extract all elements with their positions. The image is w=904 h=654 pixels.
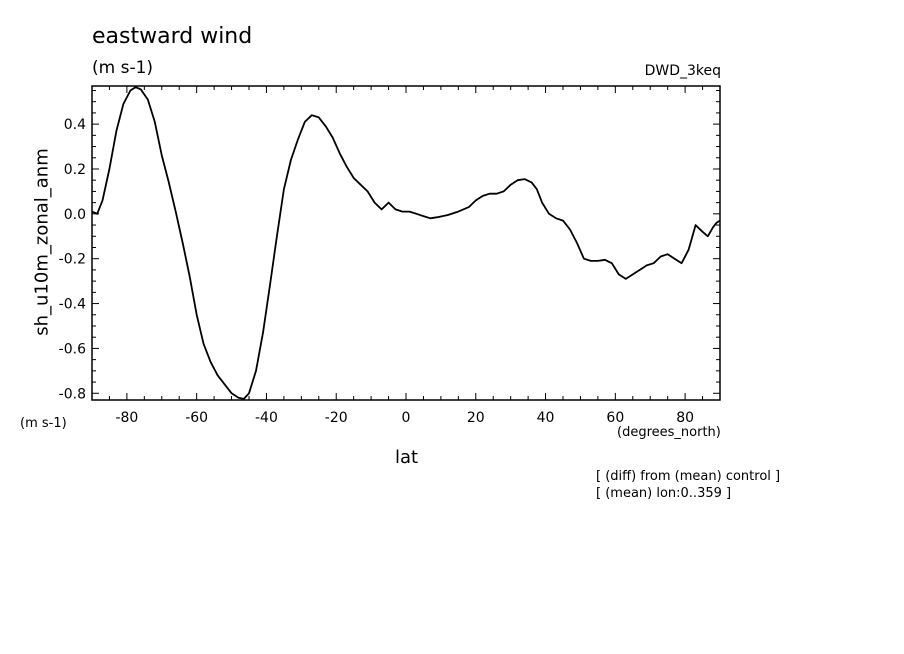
y-tick-label: 0.2 <box>64 162 86 178</box>
x-axis-units: (degrees_north) <box>617 425 721 440</box>
x-tick-label: 40 <box>537 410 555 426</box>
chart-title: eastward wind <box>92 24 253 49</box>
y-tick-label: 0.4 <box>64 117 86 133</box>
y-tick-label: -0.8 <box>59 386 86 402</box>
model-label: DWD_3keq <box>644 63 721 79</box>
series-line <box>91 86 721 400</box>
plot-frame <box>91 85 721 401</box>
axes <box>91 85 721 401</box>
y-tick-label: 0.0 <box>64 207 86 223</box>
x-axis-label: lat <box>395 447 419 468</box>
x-tick-label: -80 <box>115 410 138 426</box>
note-diff: [ (diff) from (mean) control ] <box>596 469 781 484</box>
chart-units: (m s-1) <box>92 58 154 78</box>
series-group <box>91 86 721 400</box>
x-tick-label: 60 <box>606 410 624 426</box>
x-tick-label: 80 <box>676 410 694 426</box>
x-ticks: -80 -60 -40 -20 0 20 40 60 80 <box>91 86 721 426</box>
y-ticks: -0.8 -0.6 -0.4 -0.2 0.0 0.2 0.4 <box>59 89 720 402</box>
x-tick-label: -40 <box>255 410 278 426</box>
note-mean: [ (mean) lon:0..359 ] <box>596 486 732 501</box>
x-tick-label: 0 <box>402 410 411 426</box>
y-axis-units: (m s-1) <box>20 416 67 431</box>
x-tick-label: 20 <box>467 410 485 426</box>
y-tick-label: -0.2 <box>59 252 86 268</box>
y-tick-label: -0.4 <box>59 297 86 313</box>
x-tick-label: -20 <box>325 410 348 426</box>
x-tick-label: -60 <box>185 410 208 426</box>
y-tick-label: -0.6 <box>59 341 86 357</box>
